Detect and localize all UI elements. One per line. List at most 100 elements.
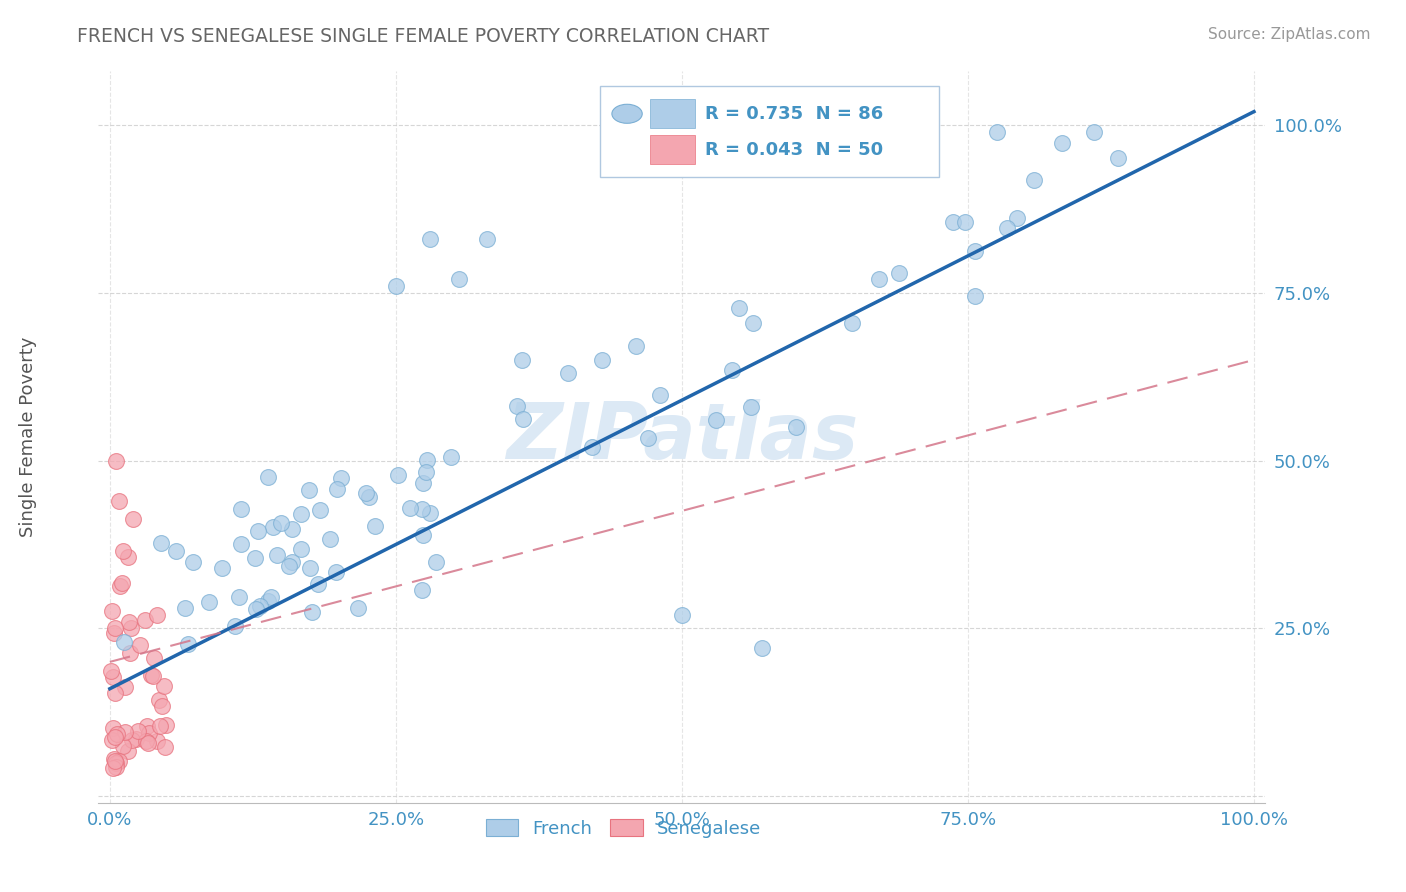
Point: [419, 232, 441, 246]
Point: [650, 388, 672, 402]
Point: [591, 352, 613, 367]
Point: [309, 503, 332, 517]
Point: [224, 618, 246, 632]
Point: [104, 756, 127, 770]
Point: [138, 726, 160, 740]
Text: R = 0.735  N = 86: R = 0.735 N = 86: [706, 104, 883, 123]
Point: [128, 638, 150, 652]
Text: ZIPatlas: ZIPatlas: [506, 399, 858, 475]
Point: [103, 751, 125, 765]
Point: [229, 537, 252, 551]
Point: [281, 555, 304, 569]
Point: [704, 413, 727, 427]
Point: [100, 664, 122, 678]
Point: [307, 576, 329, 591]
Point: [387, 467, 409, 482]
Point: [347, 601, 370, 615]
Point: [120, 646, 142, 660]
Point: [1083, 125, 1105, 139]
Point: [671, 607, 693, 622]
Point: [143, 650, 166, 665]
Point: [624, 339, 647, 353]
Point: [301, 605, 323, 619]
Point: [419, 506, 441, 520]
Point: [135, 734, 157, 748]
Point: [557, 367, 579, 381]
Point: [136, 719, 159, 733]
Point: [121, 511, 143, 525]
Point: [181, 555, 204, 569]
Text: FRENCH VS SENEGALESE SINGLE FEMALE POVERTY CORRELATION CHART: FRENCH VS SENEGALESE SINGLE FEMALE POVER…: [77, 27, 769, 45]
Point: [176, 637, 198, 651]
Point: [101, 761, 124, 775]
Point: [149, 536, 172, 550]
Point: [415, 465, 437, 479]
Point: [411, 583, 433, 598]
Point: [120, 621, 142, 635]
Point: [152, 699, 174, 714]
Legend: French, Senegalese: French, Senegalese: [478, 813, 769, 845]
Point: [512, 412, 534, 426]
Point: [257, 593, 280, 607]
Point: [942, 215, 965, 229]
Point: [398, 501, 420, 516]
Point: [868, 271, 890, 285]
Point: [412, 528, 434, 542]
Point: [477, 232, 499, 246]
Point: [364, 519, 387, 533]
Point: [173, 601, 195, 615]
Point: [727, 301, 749, 315]
Point: [114, 680, 136, 694]
Point: [111, 576, 134, 591]
Point: [270, 516, 292, 530]
Point: [325, 566, 347, 580]
Point: [277, 558, 299, 573]
Point: [101, 733, 124, 747]
Point: [411, 502, 433, 516]
Point: [245, 602, 267, 616]
Point: [243, 550, 266, 565]
Point: [211, 561, 233, 575]
Point: [963, 289, 986, 303]
Point: [357, 490, 380, 504]
Point: [166, 543, 188, 558]
Point: [751, 641, 773, 656]
Point: [299, 561, 322, 575]
Point: [117, 744, 139, 758]
Point: [955, 215, 977, 229]
Point: [104, 760, 127, 774]
Point: [330, 471, 353, 485]
Point: [266, 548, 288, 562]
Point: [412, 476, 434, 491]
FancyBboxPatch shape: [651, 99, 695, 128]
Point: [228, 591, 250, 605]
Point: [114, 725, 136, 739]
Point: [326, 483, 349, 497]
Point: [104, 754, 127, 768]
Point: [995, 221, 1018, 235]
Point: [290, 507, 312, 521]
Point: [841, 317, 863, 331]
Point: [142, 668, 165, 682]
Point: [145, 607, 167, 622]
Point: [510, 352, 533, 367]
Point: [281, 522, 304, 536]
Point: [581, 441, 603, 455]
Point: [1107, 151, 1129, 165]
Point: [720, 362, 742, 376]
Point: [118, 615, 141, 629]
Point: [249, 599, 271, 613]
Point: [986, 125, 1008, 139]
Point: [153, 740, 176, 755]
Point: [100, 603, 122, 617]
Point: [963, 244, 986, 259]
Point: [148, 693, 170, 707]
Point: [117, 550, 139, 565]
Text: R = 0.043  N = 50: R = 0.043 N = 50: [706, 141, 883, 159]
Point: [108, 754, 131, 768]
Point: [112, 739, 135, 753]
Point: [121, 733, 143, 747]
Point: [134, 613, 156, 627]
Point: [440, 450, 463, 464]
Point: [197, 595, 219, 609]
